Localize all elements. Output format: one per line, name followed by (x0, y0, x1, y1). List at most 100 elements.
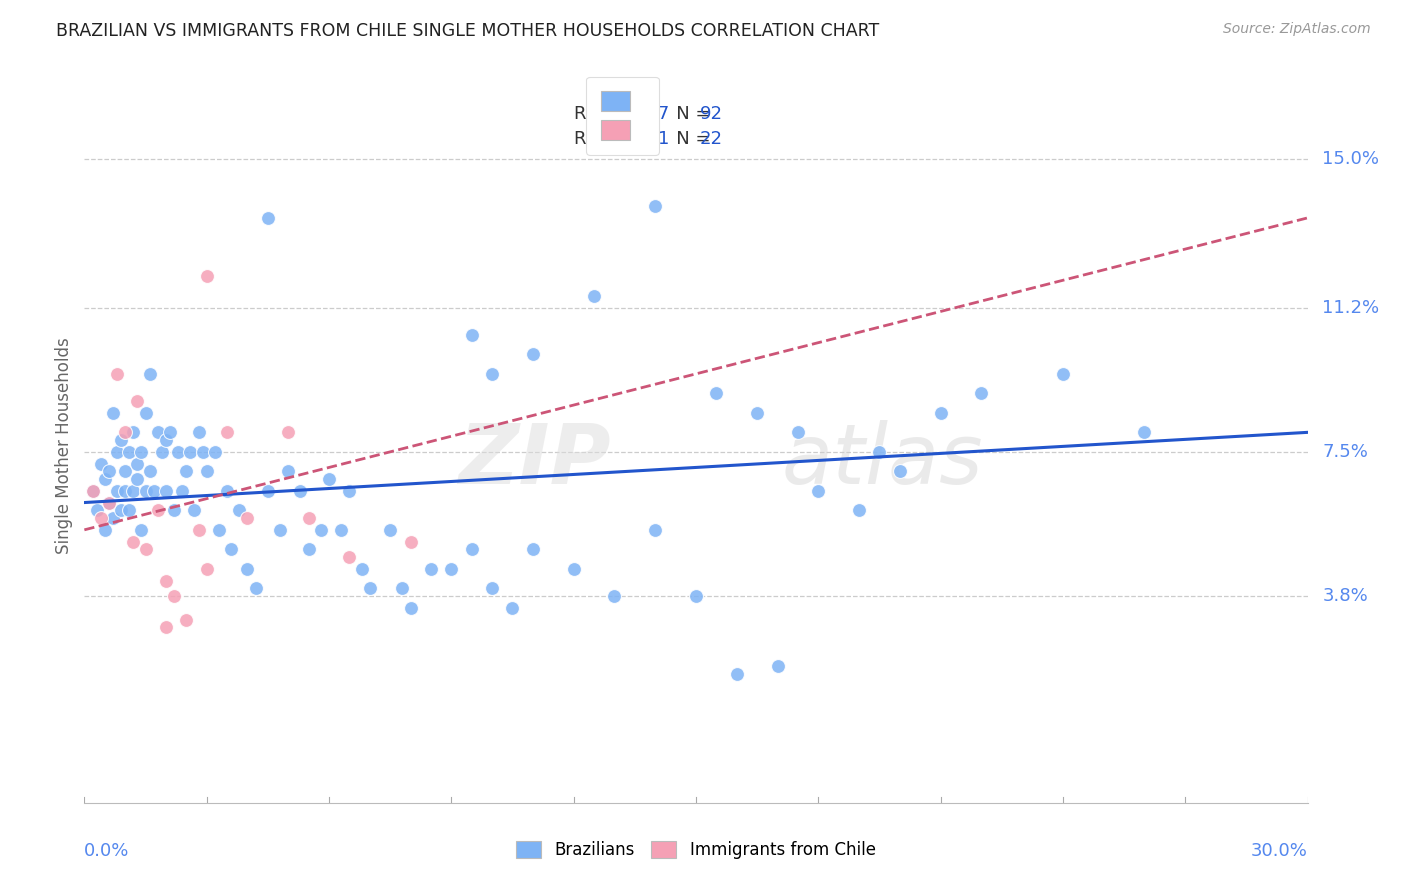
Point (146, 425, 169, 440)
Point (1052, 367, 1074, 381)
Point (330, 523, 353, 537)
Point (309, 523, 332, 537)
Point (420, 562, 443, 576)
Point (228, 503, 250, 517)
Text: 11.2%: 11.2% (1322, 299, 1379, 317)
Point (245, 582, 267, 596)
Text: 92: 92 (700, 105, 723, 123)
Point (889, 464, 911, 478)
Point (127, 457, 149, 471)
Text: R =: R = (574, 130, 613, 148)
Point (105, 483, 128, 498)
Text: N =: N = (659, 130, 717, 148)
Point (747, 406, 769, 420)
Point (114, 425, 136, 440)
Text: 0.167: 0.167 (619, 105, 671, 123)
Point (236, 511, 259, 525)
Text: 22: 22 (700, 130, 723, 148)
Point (502, 600, 524, 615)
Point (1133, 425, 1156, 440)
Point (807, 483, 830, 498)
Point (138, 464, 160, 478)
Point (399, 600, 422, 615)
Point (706, 386, 728, 401)
Point (318, 472, 340, 486)
Point (82, 483, 104, 498)
Point (93, 472, 115, 486)
Point (118, 503, 141, 517)
Text: 0.0%: 0.0% (84, 842, 129, 860)
Point (131, 523, 153, 537)
Point (583, 289, 606, 303)
Point (159, 425, 181, 440)
Point (644, 523, 666, 537)
Point (298, 511, 321, 525)
Point (522, 347, 544, 361)
Point (257, 483, 280, 498)
Point (522, 542, 544, 557)
Point (135, 542, 157, 557)
Point (481, 582, 503, 596)
Text: BRAZILIAN VS IMMIGRANTS FROM CHILE SINGLE MOTHER HOUSEHOLDS CORRELATION CHART: BRAZILIAN VS IMMIGRANTS FROM CHILE SINGL… (56, 22, 880, 40)
Text: Source: ZipAtlas.com: Source: ZipAtlas.com (1223, 22, 1371, 37)
Point (86, 503, 108, 517)
Point (359, 582, 381, 596)
Point (236, 562, 259, 576)
Text: ZIP: ZIP (458, 420, 610, 500)
Point (114, 464, 136, 478)
Point (97, 495, 120, 509)
Point (685, 589, 707, 603)
Point (122, 425, 145, 440)
Point (146, 503, 169, 517)
Point (105, 445, 128, 459)
Point (440, 562, 463, 576)
Point (97, 464, 120, 478)
Point (167, 445, 190, 459)
Point (127, 472, 149, 486)
Point (105, 367, 128, 381)
Point (208, 523, 231, 537)
Text: R =: R = (574, 105, 613, 123)
Point (195, 464, 218, 478)
Point (461, 327, 484, 342)
Point (155, 483, 177, 498)
Point (155, 433, 177, 447)
Point (172, 483, 194, 498)
Point (163, 503, 186, 517)
Point (380, 523, 402, 537)
Point (461, 542, 484, 557)
Point (257, 211, 280, 225)
Point (603, 589, 626, 603)
Point (138, 367, 160, 381)
Point (110, 503, 132, 517)
Point (869, 445, 891, 459)
Point (204, 445, 226, 459)
Point (970, 386, 993, 401)
Text: 3.8%: 3.8% (1322, 587, 1368, 605)
Legend: Brazilians, Immigrants from Chile: Brazilians, Immigrants from Chile (509, 834, 883, 866)
Point (339, 550, 361, 565)
Point (298, 542, 321, 557)
Point (179, 445, 201, 459)
Point (766, 659, 789, 673)
Point (101, 406, 124, 420)
Point (135, 483, 157, 498)
Point (155, 620, 177, 634)
Point (122, 483, 145, 498)
Point (391, 582, 413, 596)
Point (195, 562, 218, 576)
Point (399, 534, 422, 549)
Point (118, 445, 141, 459)
Point (174, 613, 197, 627)
Point (195, 269, 218, 284)
Point (155, 574, 177, 588)
Text: 7.5%: 7.5% (1322, 442, 1368, 461)
Point (269, 523, 291, 537)
Point (82, 483, 104, 498)
Point (97, 495, 120, 509)
Point (127, 394, 149, 409)
Point (114, 483, 136, 498)
Point (848, 503, 870, 517)
Point (174, 464, 197, 478)
Point (101, 511, 124, 525)
